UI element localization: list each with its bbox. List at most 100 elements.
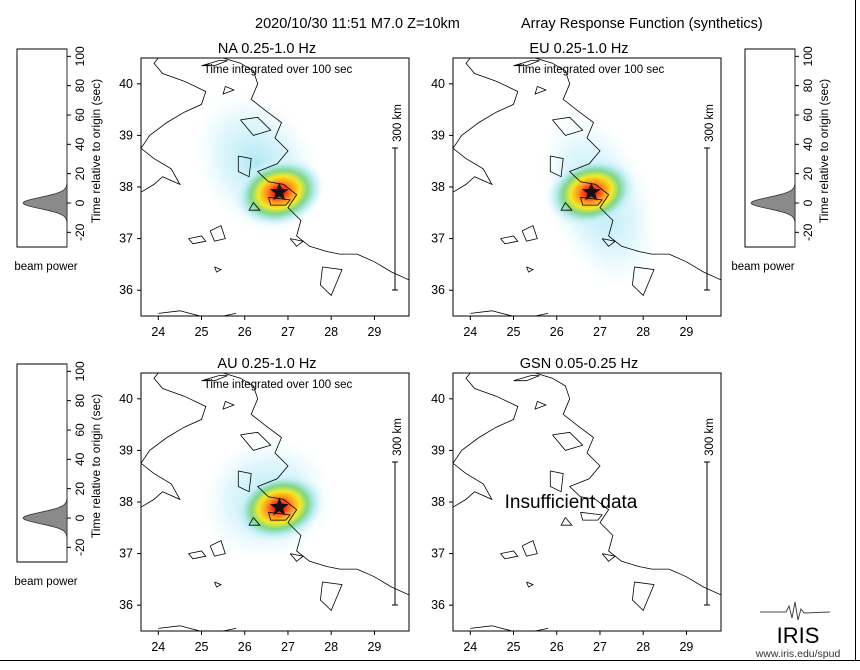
y-tick-label: 37 [119, 547, 133, 561]
coastline [534, 58, 721, 281]
x-tick-label: 26 [238, 640, 252, 654]
coastline [453, 58, 519, 193]
coastline [521, 540, 538, 557]
x-tick-label: 24 [151, 640, 165, 654]
panel-title: EU 0.25-1.0 Hz [529, 41, 628, 57]
x-tick-label: 26 [550, 325, 564, 339]
coastline [500, 550, 519, 560]
map-panel-2: EU 0.25-1.0 Hz 24 25 26 27 28 29 36 37 38 39 40 Time… [431, 41, 722, 339]
time-tick-label: 0 [73, 514, 87, 521]
x-tick-label: 27 [593, 640, 607, 654]
beam-power-curve [750, 49, 796, 247]
x-tick-label: 28 [324, 325, 338, 339]
coastline [601, 553, 617, 562]
coastline [319, 266, 343, 297]
x-tick-label: 27 [281, 325, 295, 339]
coastline [222, 86, 235, 95]
coastline [141, 58, 207, 193]
iris-url: www.iris.edu/spud [755, 648, 841, 660]
coastline [201, 375, 228, 382]
x-tick-label: 29 [367, 325, 381, 339]
epicenter-star-icon [269, 497, 289, 516]
integration-label: Time integrated over 100 sec [516, 64, 665, 76]
y-tick-label: 38 [431, 180, 445, 194]
coastline [222, 401, 235, 410]
coastline [268, 511, 291, 521]
time-tick-label: -20 [73, 223, 87, 241]
y-tick-label: 39 [119, 128, 133, 142]
panel-plot-area [141, 373, 409, 631]
beam-frame [16, 48, 68, 248]
map-panel-3: AU 0.25-1.0 Hz 24 25 26 27 28 29 36 37 38 39 40 Time… [119, 356, 410, 654]
panel-title: NA 0.25-1.0 Hz [218, 41, 316, 57]
panels-layer: NA 0.25-1.0 Hz 24 25 26 27 28 29 36 37 38 39 40 Time… [119, 41, 722, 654]
coastline [526, 266, 534, 273]
time-tick-label: 20 [801, 167, 815, 181]
x-tick-label: 25 [195, 325, 209, 339]
coastline [549, 155, 564, 178]
time-tick-label: 0 [73, 199, 87, 206]
figure-border-right [855, 0, 856, 661]
x-tick-label: 29 [679, 640, 693, 654]
panel-plot-area [453, 373, 721, 631]
x-tick-label: 25 [195, 640, 209, 654]
coastline [214, 266, 222, 273]
coastline [560, 202, 573, 211]
coastline [534, 401, 547, 410]
coastline [248, 517, 261, 526]
coastline [534, 86, 547, 95]
coastline [513, 375, 540, 382]
y-tick-label: 37 [119, 232, 133, 246]
x-tick-label: 26 [238, 325, 252, 339]
time-tick-label: 80 [73, 394, 87, 408]
x-tick-label: 26 [550, 640, 564, 654]
beam-frame [16, 363, 68, 563]
status-message: Insufficient data [505, 492, 638, 513]
panel-title: AU 0.25-1.0 Hz [217, 356, 316, 372]
coastline [158, 310, 237, 316]
panel-plot-area [141, 58, 409, 316]
coastline [513, 60, 540, 67]
x-tick-label: 29 [679, 325, 693, 339]
beam-power-label: beam power [14, 261, 77, 273]
x-tick-label: 27 [281, 640, 295, 654]
coastline [552, 431, 584, 451]
y-tick-label: 37 [431, 547, 445, 561]
coastline [289, 238, 305, 247]
time-tick-label: 100 [73, 361, 87, 381]
y-tick-label: 36 [431, 283, 445, 297]
time-tick-label: -20 [73, 538, 87, 556]
time-tick-label: 0 [801, 199, 815, 206]
map-panel-4: GSN 0.05-0.25 Hz 24 25 26 27 28 29 36 37 38 39 40 30… [431, 356, 722, 654]
integration-label: Time integrated over 100 sec [204, 64, 353, 76]
coastline [500, 235, 519, 245]
coastline [188, 550, 207, 560]
coastline [209, 225, 226, 242]
y-tick-label: 40 [119, 392, 133, 406]
y-tick-label: 38 [119, 495, 133, 509]
beam-power-label: beam power [14, 576, 77, 588]
coastline [201, 60, 228, 67]
coastline [289, 553, 305, 562]
time-tick-label: 40 [801, 137, 815, 151]
coastline [248, 202, 261, 211]
scale-label: 300 km [704, 104, 716, 142]
time-axis-label: Time relative to origin (sec) [89, 394, 103, 538]
y-tick-label: 36 [119, 598, 133, 612]
x-tick-label: 27 [593, 325, 607, 339]
x-tick-label: 28 [636, 325, 650, 339]
time-tick-label: 40 [73, 452, 87, 466]
x-tick-label: 25 [507, 640, 521, 654]
coastline [319, 581, 343, 612]
y-tick-label: 40 [431, 77, 445, 91]
y-tick-label: 39 [431, 443, 445, 457]
time-tick-label: 80 [801, 79, 815, 93]
x-tick-label: 25 [507, 325, 521, 339]
coastline [521, 225, 538, 242]
x-tick-label: 28 [324, 640, 338, 654]
time-tick-label: 60 [73, 108, 87, 122]
